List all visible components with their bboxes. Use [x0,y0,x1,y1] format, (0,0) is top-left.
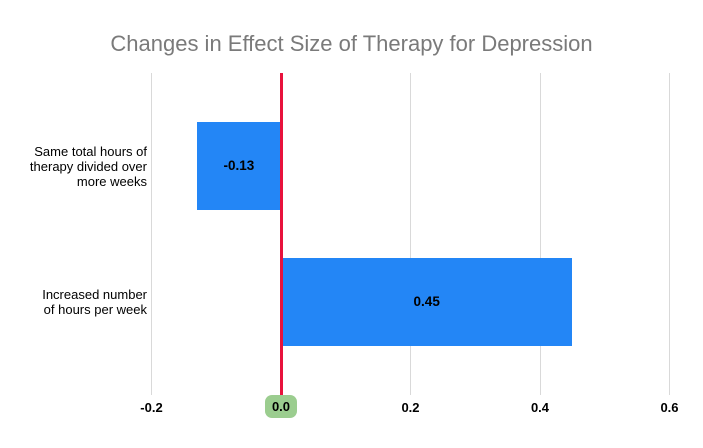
bar-value-label: 0.45 [413,294,440,309]
chart-title: Changes in Effect Size of Therapy for De… [110,31,593,56]
x-tick-label: -0.2 [140,400,163,415]
category-label: Increased number of hours per week [42,287,147,317]
x-tick-label: 0.6 [660,400,679,415]
x-tick-label: 0.0 [241,395,321,418]
gridline [410,73,411,395]
bar-value-label: -0.13 [223,158,255,173]
gridline [151,73,152,395]
bar[interactable] [196,122,281,210]
gridline [539,73,541,395]
gridline [669,73,670,395]
category-label: Same total hours of therapy divided over… [29,143,147,189]
bar[interactable] [281,258,573,346]
zero-reference-line [280,73,283,399]
x-tick-label: 0.4 [530,400,550,415]
x-tick-label: 0.2 [401,400,420,415]
zero-tick-highlight-badge: 0.0 [264,395,298,418]
